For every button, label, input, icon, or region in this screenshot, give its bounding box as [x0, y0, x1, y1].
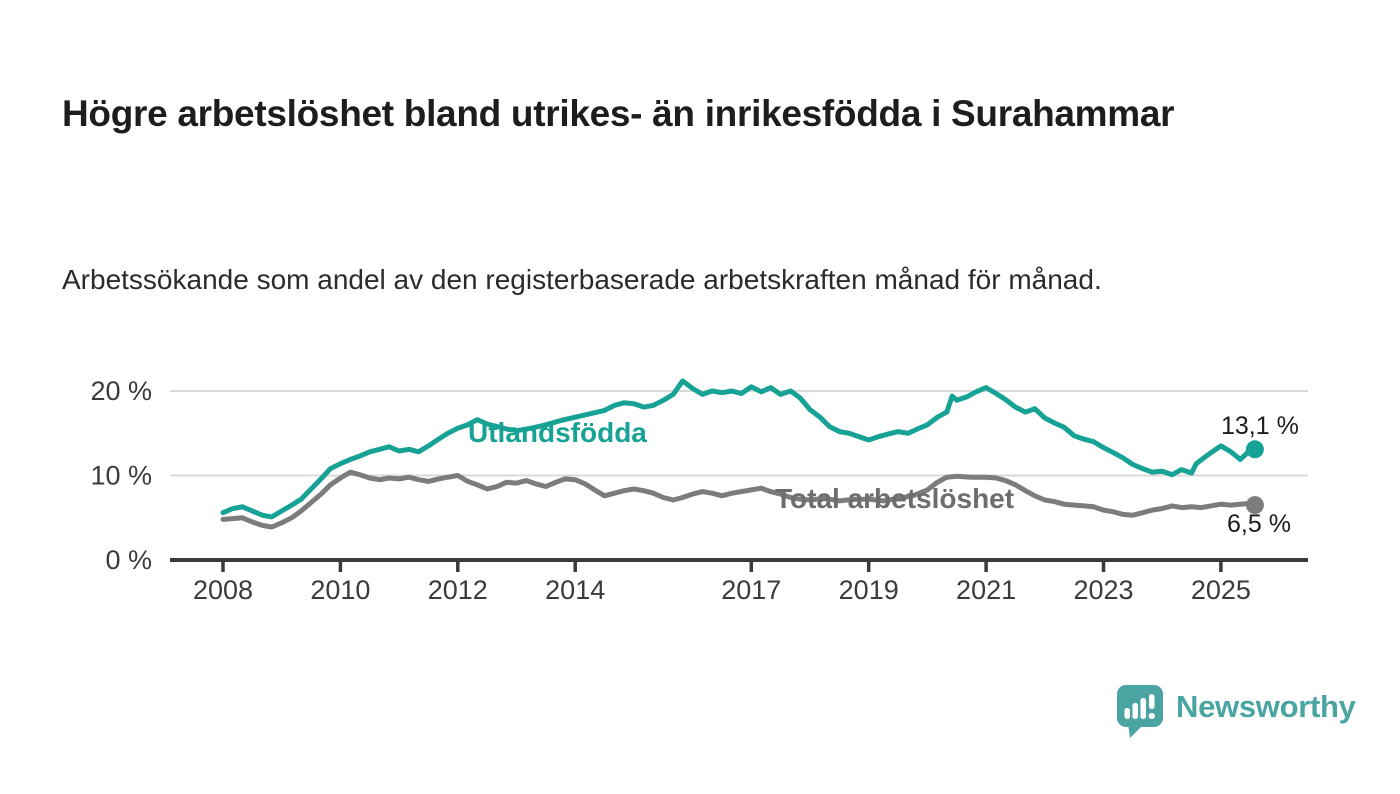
speech-bubble-bar-chart-icon [1117, 685, 1163, 738]
x-axis-tick-label: 2010 [310, 575, 370, 605]
logo-bubble [1117, 685, 1163, 727]
x-axis-tick-label: 2008 [193, 575, 253, 605]
series-line-total-arbetsloshet [220, 469, 1258, 530]
y-axis-tick-label: 10 % [90, 461, 152, 491]
logo-exclamation-dot [1148, 712, 1155, 720]
end-value-annotation-utlandsfodda: 13,1 % [1221, 412, 1299, 440]
x-axis-tick-label: 2021 [956, 575, 1016, 605]
newsworthy-logo: Newsworthy [1117, 685, 1356, 738]
logo-exclamation-bar [1149, 694, 1155, 709]
x-axis-tick-label: 2025 [1191, 575, 1251, 605]
page-title: Högre arbetslöshet bland utrikes- än inr… [62, 92, 1175, 134]
x-axis-tick-label: 2014 [545, 575, 605, 605]
x-axis-tick-label: 2023 [1073, 575, 1133, 605]
logo-chart-bar-medium [1132, 703, 1138, 719]
logo-chart-bar-small [1124, 708, 1130, 719]
newsworthy-wordmark: Newsworthy [1176, 688, 1356, 724]
x-axis-tick-label: 2019 [839, 575, 899, 605]
series-line-utlandsfodda [220, 378, 1258, 520]
x-axis-tick-label: 2017 [721, 575, 781, 605]
series-label-utlandsfodda: Utlandsfödda [468, 417, 647, 448]
y-axis-tick-label: 20 % [90, 376, 152, 406]
end-value-annotation-total: 6,5 % [1227, 510, 1291, 538]
series-end-dot-total-arbetsloshet [1245, 496, 1264, 515]
x-axis-tick-label: 2012 [428, 575, 488, 605]
logo-chart-bar-large [1140, 698, 1146, 719]
page-subtitle: Arbetssökande som andel av den registerb… [62, 264, 1102, 295]
series-label-total-arbetsloshet: Total arbetslöshet [775, 483, 1015, 514]
logo-bubble-tail [1128, 723, 1145, 738]
series-end-dot-utlandsfodda [1245, 440, 1264, 459]
y-axis-tick-label: 0 % [105, 545, 152, 575]
